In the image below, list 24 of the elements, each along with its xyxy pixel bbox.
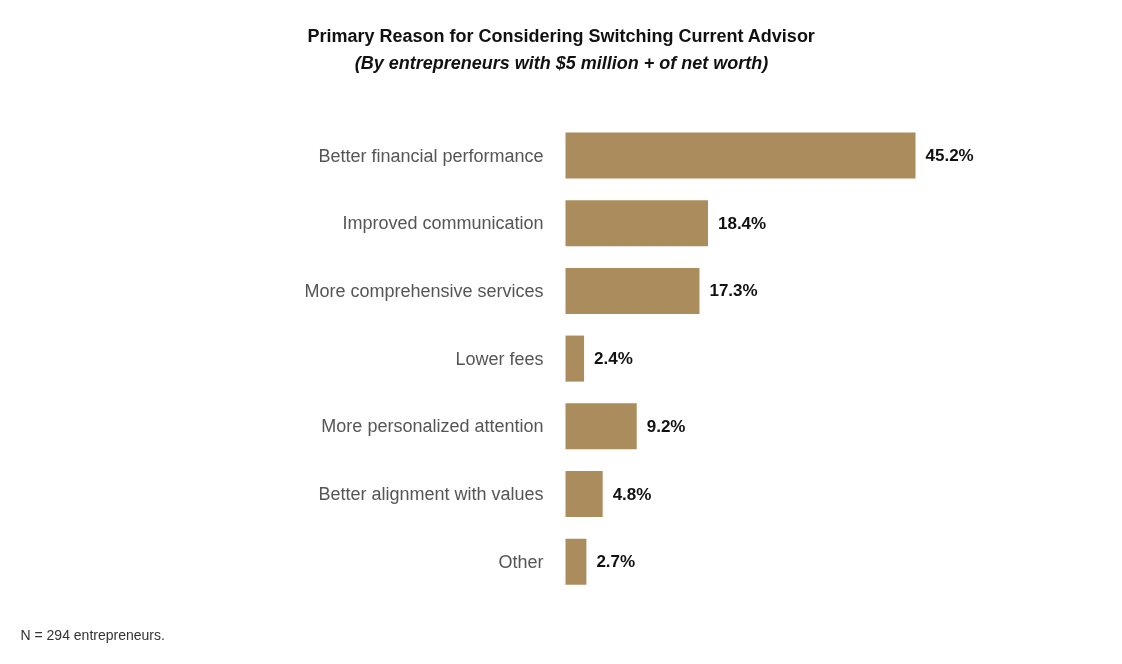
bar: [565, 132, 916, 179]
bar: [565, 538, 587, 585]
y-tick-label: More comprehensive services: [304, 280, 544, 301]
data-label: 45.2%: [925, 146, 974, 165]
data-label: 4.8%: [612, 484, 652, 504]
y-tick-label: Lower fees: [455, 348, 544, 369]
y-tick-label: More personalized attention: [321, 416, 544, 437]
chart-title: Primary Reason for Considering Switching Current Advisor: [307, 25, 815, 46]
data-label: 2.4%: [594, 349, 633, 369]
text: N = 294 entrepreneurs.: [20, 626, 165, 643]
bar: [565, 267, 700, 314]
y-tick-label: Better alignment with values: [318, 484, 544, 504]
y-tick-label: Better financial performance: [318, 145, 544, 166]
bar: [565, 470, 603, 518]
chart-subtitle: (By entrepreneurs with $5 million + of net worth): [354, 52, 769, 73]
data-label: 9.2%: [646, 416, 686, 436]
bar: [565, 335, 585, 382]
data-label: 2.7%: [596, 552, 636, 572]
data-label: 17.3%: [709, 281, 758, 301]
y-tick-label: Improved communication: [342, 213, 544, 234]
bar: [565, 403, 637, 450]
bar: [565, 200, 708, 247]
y-tick-label: Other: [498, 551, 544, 572]
data-label: 18.4%: [717, 213, 767, 233]
